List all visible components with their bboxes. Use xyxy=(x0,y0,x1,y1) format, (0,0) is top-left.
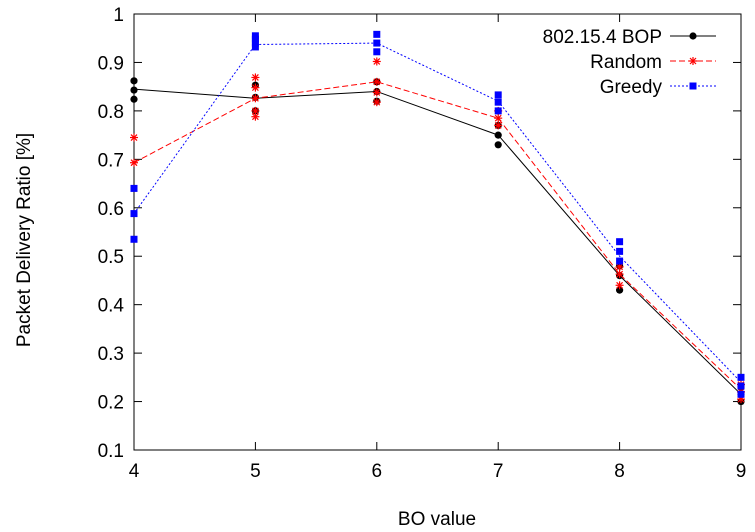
legend-marker-random xyxy=(689,57,697,65)
data-point-random xyxy=(251,83,260,92)
series-layer xyxy=(130,30,745,406)
legend-label-greedy: Greedy xyxy=(600,77,663,98)
data-point-greedy xyxy=(494,91,502,99)
series-random xyxy=(130,57,745,404)
asterisk-stroke xyxy=(251,113,259,121)
asterisk-stroke xyxy=(689,57,697,65)
asterisk-stroke xyxy=(373,98,381,106)
axes: 0.1 0.2 0.3 0.4 0.5 0.6 0.7 0.8 0.9 1 4 5 6 7 8 9 xyxy=(98,5,747,482)
data-point-random xyxy=(372,57,381,66)
asterisk-stroke xyxy=(251,74,259,81)
y-tick-label: 0.5 xyxy=(98,247,124,268)
y-tick-label: 0.9 xyxy=(98,53,124,74)
asterisk-stroke xyxy=(251,84,259,92)
data-point-greedy xyxy=(616,257,624,265)
data-point-greedy xyxy=(130,235,138,243)
data-point-greedy xyxy=(494,98,502,106)
asterisk-stroke xyxy=(130,134,138,141)
data-point-greedy xyxy=(737,373,745,381)
data-point-greedy xyxy=(373,48,381,56)
data-point-greedy xyxy=(373,30,381,38)
data-point-random xyxy=(251,112,260,121)
data-point-random xyxy=(130,133,138,142)
asterisk-stroke xyxy=(616,270,624,278)
legend-marker-802-15-4-bop xyxy=(689,32,697,40)
asterisk-stroke xyxy=(616,281,624,289)
asterisk-stroke xyxy=(616,263,624,271)
data-point-802-15-4-bop xyxy=(130,95,138,103)
data-point-greedy xyxy=(251,35,259,43)
y-tick-label: 0.6 xyxy=(98,199,124,220)
x-tick-label: 5 xyxy=(250,461,261,482)
data-point-greedy xyxy=(616,247,624,255)
asterisk-stroke xyxy=(373,89,381,96)
y-tick-label: 0.8 xyxy=(98,102,124,123)
y-tick-label: 1 xyxy=(113,5,124,26)
x-tick-label: 9 xyxy=(736,461,747,482)
data-point-greedy xyxy=(130,184,138,192)
legend-label-802-15-4-bop: 802.15.4 BOP xyxy=(543,27,662,48)
asterisk-stroke xyxy=(373,58,381,65)
y-tick-label: 0.7 xyxy=(98,150,124,171)
data-point-random xyxy=(372,98,381,107)
data-point-greedy xyxy=(616,238,624,246)
legend: 802.15.4 BOP Random Greedy xyxy=(543,27,716,98)
y-tick-label: 0.3 xyxy=(98,344,124,365)
data-point-802-15-4-bop xyxy=(616,286,624,294)
data-point-random xyxy=(130,158,138,167)
series-802-15-4-bop xyxy=(130,77,745,406)
data-point-random xyxy=(372,88,381,97)
data-point-random xyxy=(494,121,503,130)
data-point-greedy xyxy=(251,39,259,47)
data-point-greedy xyxy=(373,39,381,47)
data-point-802-15-4-bop xyxy=(130,77,138,85)
x-tick-label: 4 xyxy=(129,461,140,482)
series-line-802-15-4-bop xyxy=(133,88,742,395)
asterisk-stroke xyxy=(494,114,502,122)
plot-frame xyxy=(133,13,742,451)
x-axis-label: BO value xyxy=(398,509,476,530)
y-axis-label: Packet Delivery Ratio [%] xyxy=(14,133,35,347)
y-tick-label: 0.2 xyxy=(98,393,124,414)
data-point-802-15-4-bop xyxy=(130,86,138,94)
asterisk-stroke xyxy=(251,107,259,115)
data-point-greedy xyxy=(737,390,745,398)
data-point-random xyxy=(251,73,260,82)
data-point-random xyxy=(615,270,624,279)
data-point-greedy xyxy=(737,382,745,390)
x-tick-label: 7 xyxy=(493,461,504,482)
asterisk-stroke xyxy=(130,159,138,167)
data-point-random xyxy=(251,94,260,103)
asterisk-stroke xyxy=(494,121,502,129)
y-tick-label: 0.1 xyxy=(98,441,124,462)
series-line-random xyxy=(133,81,742,390)
data-point-802-15-4-bop xyxy=(494,141,502,149)
legend-marker-greedy xyxy=(689,82,697,90)
data-point-random xyxy=(494,114,503,123)
asterisk-stroke xyxy=(251,94,259,102)
asterisk-stroke xyxy=(373,78,381,86)
y-tick-label: 0.4 xyxy=(98,296,125,317)
data-point-random xyxy=(372,77,381,86)
x-tick-label: 8 xyxy=(614,461,625,482)
series-greedy xyxy=(130,30,745,398)
data-point-random xyxy=(615,281,624,290)
data-point-greedy xyxy=(130,210,138,218)
data-point-greedy xyxy=(494,107,502,115)
series-line-greedy xyxy=(133,42,742,383)
data-point-802-15-4-bop xyxy=(494,131,502,139)
legend-label-random: Random xyxy=(590,52,662,73)
data-point-greedy xyxy=(251,43,259,51)
x-tick-label: 6 xyxy=(372,461,383,482)
